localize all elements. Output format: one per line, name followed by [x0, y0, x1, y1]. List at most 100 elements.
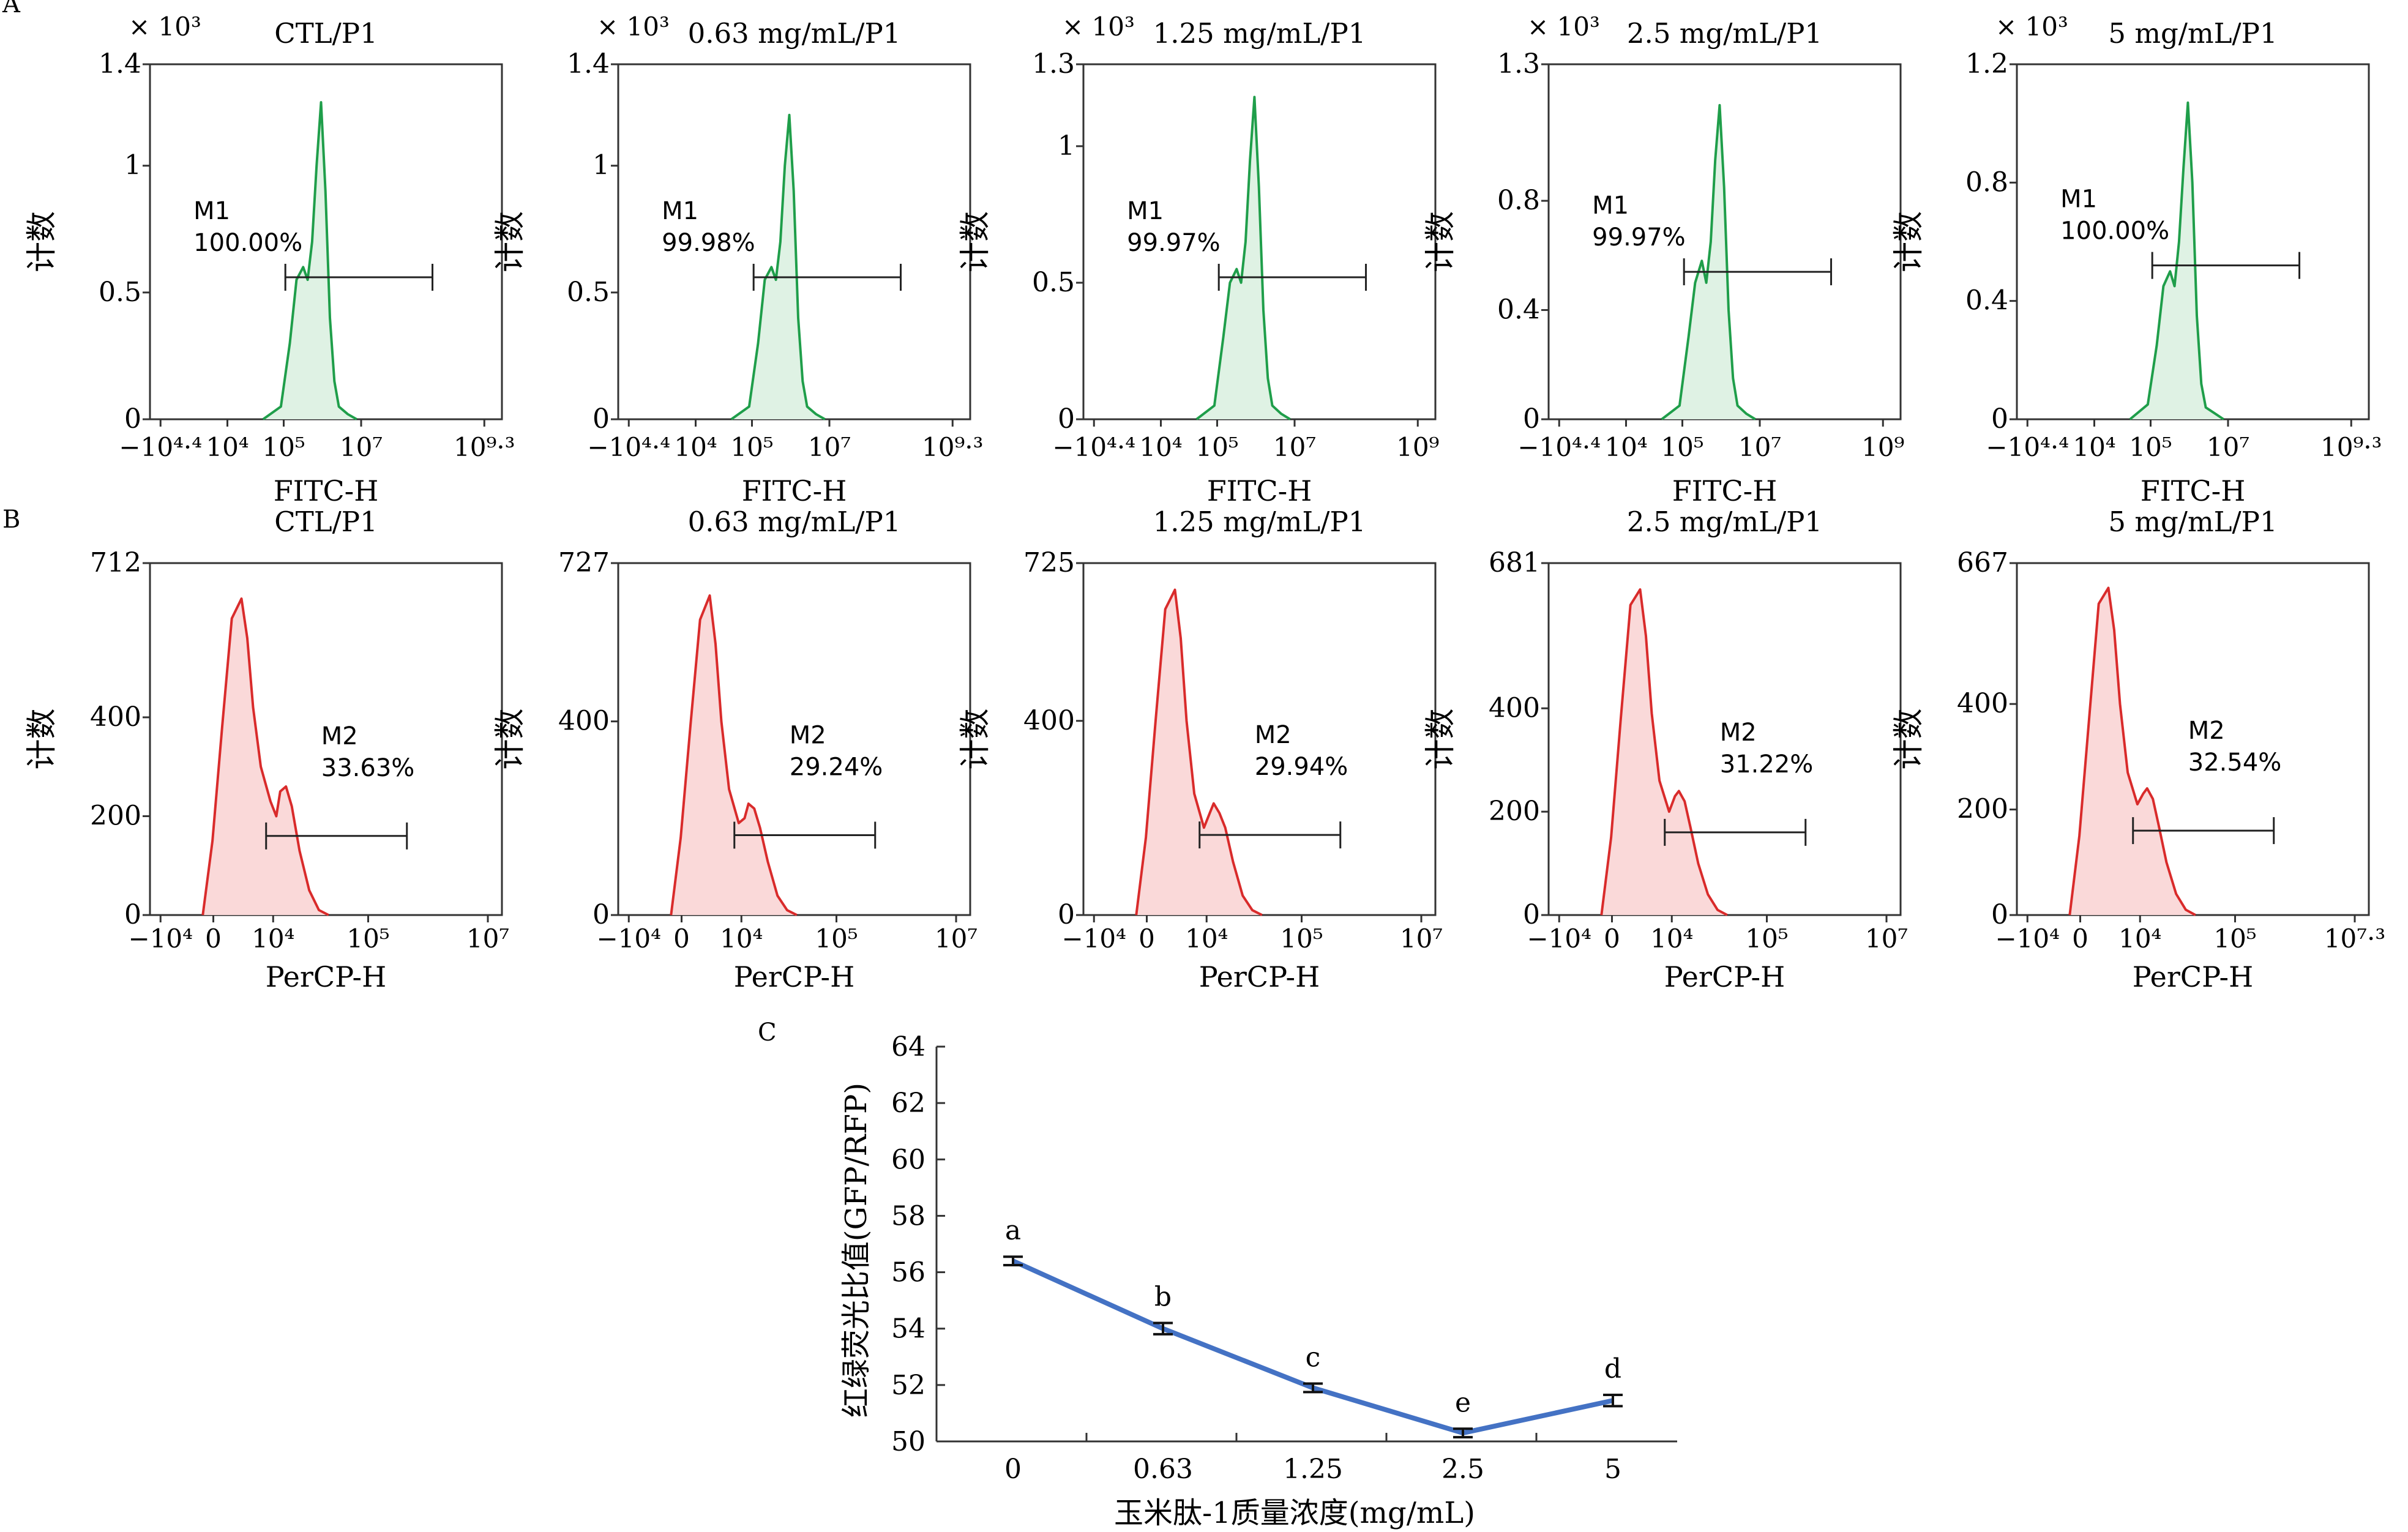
histogram-a-3: 1.25 mg/mL/P1 × 10³ 0 0.5 1 1.3 −10⁴·⁴ 10⁴ 10⁵ 10…: [957, 12, 1439, 507]
y-axis-label: 计数: [492, 709, 528, 770]
x-axis-label: PerCP-H: [1199, 960, 1320, 993]
y-tick-label: 0.5: [567, 277, 610, 308]
y-tick-label: 0.4: [1497, 294, 1540, 326]
x-tick-label: 10⁷: [1273, 432, 1316, 462]
y-tick-label: 400: [1023, 705, 1075, 736]
x-axis-label: FITC-H: [2141, 474, 2246, 507]
gate-name: M2: [321, 722, 358, 750]
y-axis-label: 计数: [1423, 211, 1458, 272]
histogram-fill: [1196, 97, 1290, 419]
gate-percent: 31.22%: [1720, 750, 1814, 779]
x-tick-label: 0.63: [1133, 1454, 1193, 1485]
histogram-fill: [203, 599, 329, 915]
x-tick-label: 0: [1604, 924, 1620, 954]
y-tick-label: 64: [891, 1031, 925, 1063]
y-tick-label: 1.4: [99, 48, 141, 80]
y-tick-label: 60: [891, 1144, 925, 1175]
x-tick-label: 10⁴: [1604, 432, 1647, 462]
y-tick-label: 0: [1523, 403, 1540, 435]
x-axis-label: PerCP-H: [1664, 960, 1785, 993]
x-tick-label: 10⁵: [262, 432, 305, 462]
x-tick-label: 10⁴: [2073, 432, 2115, 462]
y-axis-label: 计数: [957, 709, 993, 770]
x-tick-label: 2.5: [1441, 1454, 1484, 1485]
gate-name: M1: [193, 197, 230, 225]
x-tick-label: 0: [1139, 924, 1155, 954]
gate-percent: 99.97%: [1592, 223, 1686, 252]
x-tick-label: 10⁴: [1185, 924, 1228, 954]
y-tick-label: 58: [891, 1200, 925, 1231]
y-axis-label: 红绿荧光比值(GFP/RFP): [839, 1083, 873, 1418]
panel-title: CTL/P1: [274, 17, 377, 50]
x-tick-label: 10⁴: [1650, 924, 1693, 954]
histogram-line: [1135, 588, 1263, 916]
x-tick-label: 10⁴: [1139, 432, 1182, 462]
x-tick-label: 0: [1004, 1454, 1022, 1485]
histogram-fill: [671, 596, 797, 915]
x-tick-label: 10⁷·³: [2324, 924, 2385, 954]
y-tick-label: 200: [90, 800, 141, 831]
panel-title: 1.25 mg/mL/P1: [1153, 17, 1366, 50]
gate-percent: 99.97%: [1127, 229, 1221, 257]
x-tick-label: 10⁵: [2129, 432, 2172, 462]
y-multiplier: × 10³: [129, 12, 201, 42]
y-axis-label: 计数: [24, 211, 59, 272]
panel-title: 5 mg/mL/P1: [2108, 17, 2277, 50]
x-tick-label: 10⁵: [815, 924, 858, 954]
gate-name: M2: [1720, 719, 1757, 747]
histogram-line: [1195, 95, 1291, 420]
x-axis-label: PerCP-H: [266, 960, 386, 993]
x-tick-label: 10⁴: [206, 432, 249, 462]
x-tick-label: 10⁴: [2118, 924, 2161, 954]
x-tick-label: 10⁷: [935, 924, 978, 954]
y-tick-label: 52: [891, 1370, 925, 1401]
x-tick-label: 10⁴: [720, 924, 763, 954]
x-tick-label: 10⁷: [1400, 924, 1443, 954]
gate-name: M2: [790, 721, 826, 749]
y-tick-label: 0.5: [1032, 267, 1075, 298]
x-tick-label: 10⁷: [1865, 924, 1908, 954]
significance-letter: c: [1306, 1342, 1321, 1373]
y-tick-label: 0: [1058, 899, 1075, 930]
histogram-line: [670, 594, 798, 916]
y-axis-label: 计数: [1891, 709, 1926, 770]
y-tick-label: 56: [891, 1257, 925, 1288]
y-tick-label: 1.3: [1497, 48, 1540, 80]
significance-letter: d: [1604, 1353, 1621, 1384]
x-tick-label: −10⁴·⁴: [1052, 432, 1135, 462]
y-tick-label: 0: [593, 403, 610, 435]
histogram-a-4: 2.5 mg/mL/P1 × 10³ 0 0.4 0.8 1.3 −10⁴·⁴ 10⁴ 10⁵ 1…: [1423, 12, 1904, 507]
x-tick-label: −10⁴: [597, 924, 661, 954]
gate-name: M1: [1592, 192, 1629, 220]
x-tick-label: 10⁷: [466, 924, 509, 954]
histogram-line: [2068, 586, 2196, 916]
x-tick-label: 0: [673, 924, 690, 954]
x-tick-label: −10⁴: [1062, 924, 1126, 954]
x-tick-label: 10⁴: [674, 432, 717, 462]
x-tick-label: 10⁴: [252, 924, 294, 954]
y-axis-label: 计数: [1891, 211, 1926, 272]
gate-percent: 99.98%: [662, 229, 755, 257]
x-tick-label: 10⁵: [346, 924, 389, 954]
panel-title: 0.63 mg/mL/P1: [688, 17, 901, 50]
y-tick-label: 400: [558, 706, 610, 737]
y-tick-label: 0.8: [1497, 185, 1540, 216]
panel-label-c: C: [758, 1018, 777, 1047]
gate-name: M1: [2060, 185, 2097, 214]
panel-title: 5 mg/mL/P1: [2108, 506, 2277, 538]
gate-name: M1: [662, 197, 698, 225]
y-tick-label: 0: [124, 899, 141, 930]
y-tick-label: 0: [1991, 403, 2008, 435]
gate-percent: 100.00%: [193, 229, 302, 257]
histogram-line: [201, 597, 329, 916]
x-axis-label: FITC-H: [742, 474, 847, 507]
x-tick-label: −10⁴: [1995, 924, 2060, 954]
x-axis-label: FITC-H: [1672, 474, 1778, 507]
gate-name: M1: [1127, 197, 1164, 225]
y-tick-label: 0.5: [99, 277, 141, 308]
panel-label-b: B: [2, 506, 20, 534]
